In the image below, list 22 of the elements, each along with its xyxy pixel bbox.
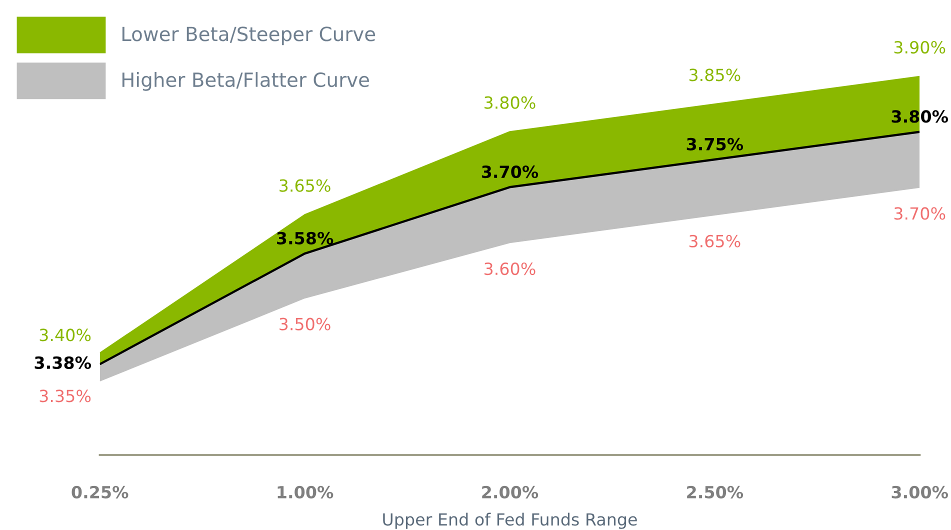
data-label: 3.90% [894, 40, 946, 54]
data-label: 3.58% [277, 232, 334, 244]
data-label: 3.40% [40, 328, 91, 342]
data-label: 3.75% [686, 138, 744, 150]
data-label: 3.35% [40, 390, 91, 402]
data-label: 3.60% [484, 262, 536, 276]
legend-label: Lower Beta/Steeper Curve [122, 26, 376, 46]
legend-label: Higher Beta/Flatter Curve [122, 72, 369, 91]
data-label: 3.38% [34, 356, 91, 370]
data-label: 3.65% [689, 234, 740, 248]
data-label: 3.50% [280, 318, 330, 330]
x-tick-label: 2.50% [687, 486, 744, 498]
data-label: 3.70% [894, 207, 946, 220]
data-label: 3.65% [280, 179, 330, 192]
x-tick-label: 3.00% [892, 486, 948, 498]
x-axis-title: Upper End of Fed Funds Range [383, 512, 637, 529]
data-label: 3.85% [689, 68, 740, 82]
data-label: 3.70% [482, 166, 538, 178]
x-tick-label: 2.00% [482, 486, 538, 498]
x-tick-label: 0.25% [72, 486, 128, 498]
x-tick-label: 1.00% [278, 486, 334, 498]
data-label: 3.80% [484, 96, 536, 109]
